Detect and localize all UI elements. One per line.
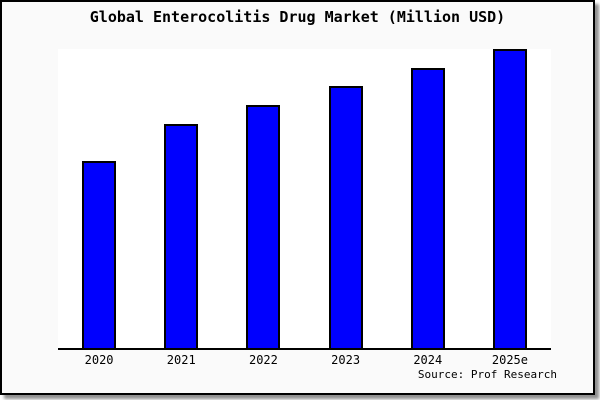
bars-container [58, 49, 551, 348]
bar-band [140, 49, 222, 348]
bar-band [387, 49, 469, 348]
x-axis-labels: 2020 2021 2022 2023 2024 2025e [58, 353, 551, 367]
bar-2020 [82, 160, 117, 348]
bar-2021 [164, 123, 199, 348]
bar-2024 [410, 67, 445, 348]
plot-area [58, 49, 551, 350]
x-tick-label: 2023 [331, 353, 361, 367]
chart-frame: Global Enterocolitis Drug Market (Millio… [0, 0, 595, 395]
x-tick-label: 2025e [491, 353, 528, 367]
bar-band [222, 49, 304, 348]
bar-band [469, 49, 551, 348]
bar-2025e [492, 49, 527, 348]
x-tick-label: 2021 [166, 353, 196, 367]
bar-band [58, 49, 140, 348]
bar-2023 [328, 85, 363, 348]
chart-title: Global Enterocolitis Drug Market (Millio… [89, 8, 506, 26]
x-tick-label: 2020 [84, 353, 114, 367]
x-tick-label: 2022 [248, 353, 278, 367]
source-credit: Source: Prof Research [417, 368, 557, 381]
bar-2022 [246, 104, 281, 348]
x-tick-label: 2024 [413, 353, 443, 367]
bar-band [305, 49, 387, 348]
